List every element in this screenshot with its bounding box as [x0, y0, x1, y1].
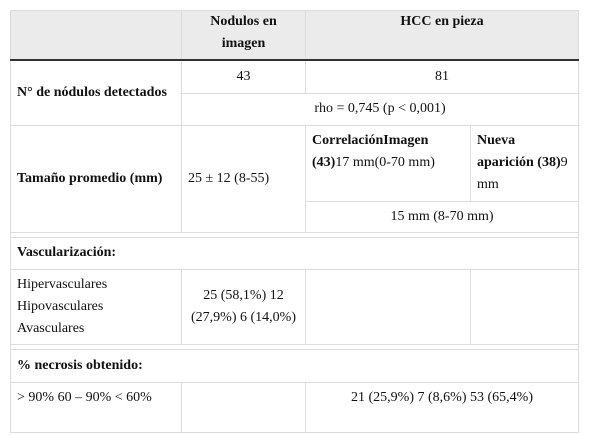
cell-bold: Nueva aparición (38): [477, 132, 561, 170]
section-title: % necrosis obtenido:: [10, 348, 579, 383]
row-label: Avasculares: [17, 320, 85, 336]
row-label: N° de nódulos detectados: [10, 59, 182, 126]
cell: CorrelaciónImagen (43)17 mm(0-70 mm): [305, 124, 471, 202]
header-cell: [10, 10, 182, 61]
cell: 43: [181, 59, 306, 94]
row-label: Hipervasculares: [17, 276, 108, 292]
row-label: Tamaño promedio (mm): [10, 124, 182, 233]
row-label: 60 – 90%: [57, 389, 112, 405]
cell-value: 6 (14,0%): [240, 309, 296, 325]
cell-bold: CorrelaciónImagen (43): [312, 132, 429, 170]
cell: Nueva aparición (38)9 mm: [470, 124, 579, 202]
row-label: Hipovasculares: [17, 298, 104, 314]
cell-value: 21 (25,9%): [351, 389, 414, 405]
cell: 21 (25,9%) 7 (8,6%) 53 (65,4%): [305, 381, 579, 433]
cell: Hipervasculares Hipovasculares Avasculares: [10, 268, 182, 345]
cell-value: 12 (27,9%): [191, 287, 284, 325]
cell-value: 25 (58,1%): [203, 287, 267, 303]
cell: [305, 268, 471, 345]
row-label: > 90%: [17, 389, 55, 405]
cell: [470, 268, 579, 345]
cell: rho = 0,745 (p < 0,001): [181, 92, 579, 126]
results-table: Nodulos en imagen HCC en pieza N° de nód…: [10, 10, 579, 433]
cell: 15 mm (8-70 mm): [305, 200, 579, 233]
cell-text: 9 mm: [477, 154, 568, 192]
row-label: < 60%: [114, 389, 152, 405]
cell: 25 ± 12 (8-55): [181, 124, 306, 233]
cell: [181, 381, 306, 433]
cell-value: 7 (8,6%): [417, 389, 467, 405]
cell: > 90% 60 – 90% < 60%: [10, 381, 182, 433]
cell: 81: [305, 59, 579, 94]
header-cell: Nodulos en imagen: [181, 10, 306, 61]
cell-text: 17 mm(0-70 mm): [335, 154, 435, 170]
cell: 25 (58,1%) 12 (27,9%) 6 (14,0%): [181, 268, 306, 345]
section-title: Vascularización:: [10, 236, 579, 270]
header-cell: HCC en pieza: [305, 10, 579, 61]
cell-value: 53 (65,4%): [470, 389, 533, 405]
